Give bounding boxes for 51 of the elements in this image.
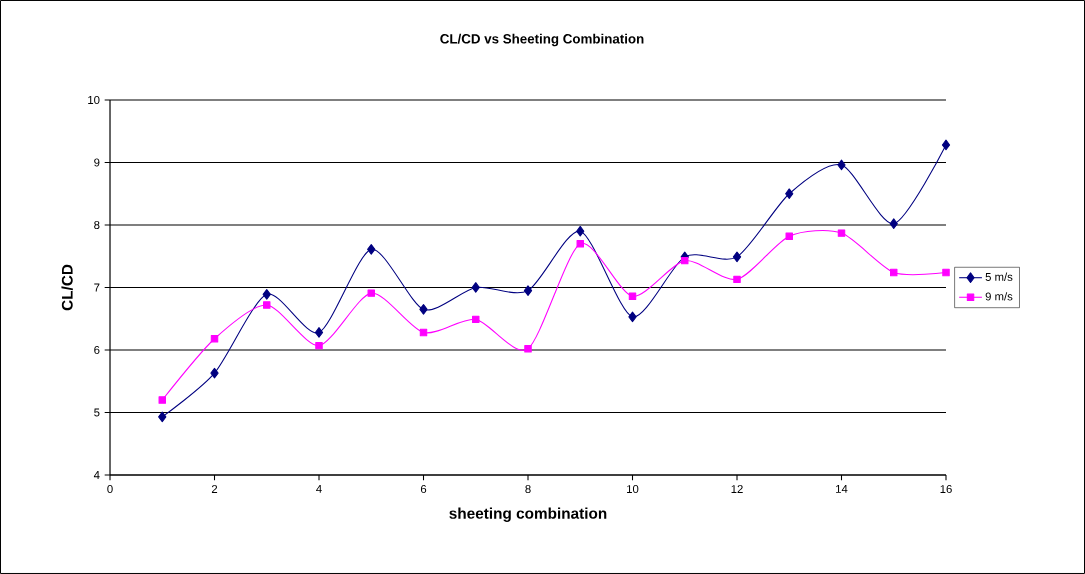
point bbox=[472, 315, 480, 324]
point bbox=[419, 304, 428, 315]
point bbox=[524, 345, 532, 353]
point bbox=[941, 139, 951, 151]
legend-label: 9 m/s bbox=[985, 292, 1013, 301]
point bbox=[837, 229, 846, 237]
point bbox=[210, 367, 219, 379]
y-tick-label: 6 bbox=[94, 345, 100, 354]
x-tick-label: 16 bbox=[940, 485, 952, 494]
point bbox=[158, 396, 166, 404]
y-axis-title: CL/CD bbox=[61, 264, 73, 311]
point bbox=[523, 285, 533, 296]
y-tick-label: 8 bbox=[94, 220, 100, 229]
point bbox=[942, 268, 950, 277]
point bbox=[210, 335, 219, 343]
y-tick-label: 4 bbox=[93, 471, 100, 479]
x-tick-label: 0 bbox=[107, 485, 113, 494]
point bbox=[158, 411, 167, 423]
point bbox=[837, 159, 846, 171]
point bbox=[314, 327, 324, 338]
x-axis-title: sheeting combination bbox=[449, 507, 607, 522]
x-tick-label: 14 bbox=[836, 485, 848, 493]
point bbox=[785, 232, 793, 240]
point bbox=[367, 244, 376, 255]
x-tick-label: 8 bbox=[525, 485, 531, 494]
point bbox=[681, 256, 689, 265]
point bbox=[262, 289, 271, 300]
point bbox=[576, 240, 584, 248]
x-tick-label: 10 bbox=[627, 485, 639, 494]
chart-title: CL/CD vs Sheeting Combination bbox=[440, 33, 644, 47]
x-tick-label: 4 bbox=[316, 485, 322, 493]
point bbox=[889, 218, 898, 230]
point bbox=[576, 225, 585, 237]
point bbox=[628, 311, 637, 323]
y-tick-label: 9 bbox=[94, 158, 100, 167]
legend-label: 5 m/s bbox=[985, 272, 1013, 281]
x-tick-label: 12 bbox=[731, 485, 743, 493]
y-tick-label: 10 bbox=[88, 95, 100, 104]
point bbox=[890, 268, 898, 277]
x-tick-label: 6 bbox=[420, 485, 427, 494]
point bbox=[315, 341, 323, 350]
point bbox=[732, 251, 742, 263]
point bbox=[367, 289, 375, 297]
point bbox=[785, 188, 794, 200]
point bbox=[471, 282, 480, 293]
x-tick-label: 2 bbox=[211, 485, 218, 493]
y-tick-label: 5 bbox=[94, 408, 100, 417]
point bbox=[628, 292, 637, 300]
point bbox=[733, 275, 741, 284]
point bbox=[263, 301, 271, 309]
y-tick-label: 7 bbox=[94, 283, 100, 292]
